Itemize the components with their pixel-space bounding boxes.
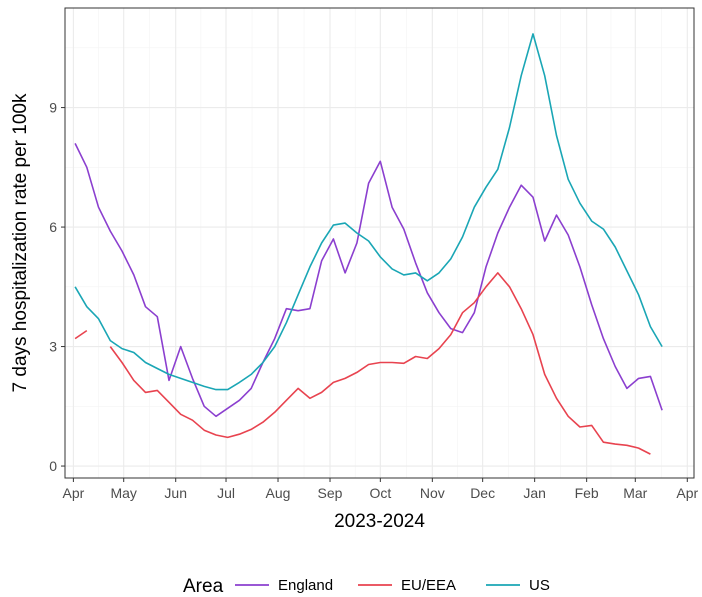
x-tick-label: Dec xyxy=(470,485,495,501)
x-tick-label: Feb xyxy=(575,485,599,501)
y-tick-label: 6 xyxy=(49,219,57,235)
legend-title: Area xyxy=(183,576,224,597)
x-tick-label: Mar xyxy=(623,485,647,501)
x-tick-label: Jan xyxy=(523,485,546,501)
y-tick-label: 3 xyxy=(49,339,57,355)
plot-panel xyxy=(65,8,694,478)
legend-label-england: England xyxy=(278,577,333,594)
x-axis-title: 2023-2024 xyxy=(334,511,425,532)
y-tick-label: 0 xyxy=(49,458,57,474)
x-tick-label: Jul xyxy=(217,485,235,501)
x-tick-label: Apr xyxy=(62,485,84,501)
x-tick-label: Sep xyxy=(318,485,343,501)
x-tick-label: May xyxy=(110,485,136,501)
panel-background xyxy=(65,8,694,478)
y-tick-label: 9 xyxy=(49,100,57,116)
x-tick-label: Oct xyxy=(369,485,391,501)
y-axis-title: 7 days hospitalization rate per 100k xyxy=(10,93,31,392)
legend-label-eu-eea: EU/EEA xyxy=(401,577,456,594)
x-tick-label: Nov xyxy=(420,485,445,501)
x-tick-label: Jun xyxy=(164,485,187,501)
x-tick-label: Aug xyxy=(266,485,291,501)
legend-label-us: US xyxy=(529,577,550,594)
x-tick-label: Apr xyxy=(676,485,698,501)
